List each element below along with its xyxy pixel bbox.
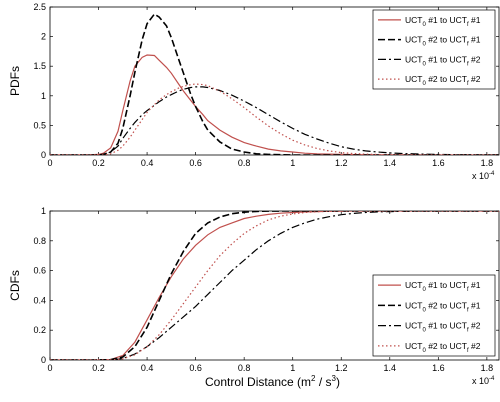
x-tick-label: 1.4 <box>384 158 397 168</box>
x-tick-label: 0.8 <box>238 158 251 168</box>
chart-2: 0 0.2 0.4 0.6 0.8 1 1.2 1.4 1.6 1.8 0 0.2 0.4 0.6 0.8 1… <box>8 206 500 389</box>
x-axis-label-sup: 3 <box>332 374 337 383</box>
y-axis-label: CDFs <box>8 270 22 301</box>
x-multiplier-exponent: -4 <box>489 171 495 177</box>
legend-label-3: UCT0 #1 to UCTf #2 <box>405 321 481 334</box>
series-line-2 <box>50 13 499 155</box>
legend-label-1: UCT0 #1 to UCTf #1 <box>405 15 481 28</box>
x-axis-label-mid: / s <box>316 375 332 389</box>
legend-label-3: UCT0 #1 to UCTf #2 <box>405 54 481 67</box>
x-multiplier: x 10-4 <box>472 171 495 181</box>
x-multiplier: x 10-4 <box>472 376 495 386</box>
y-tick-label: 1 <box>41 206 46 216</box>
y-tick-label: 0.4 <box>33 295 46 305</box>
x-tick-label: 0.2 <box>92 363 105 373</box>
y-tick-label: 2.5 <box>33 2 46 12</box>
series-line-4 <box>50 211 499 360</box>
legend-label-2: UCT0 #2 to UCTf #1 <box>405 300 481 313</box>
x-tick-label: 1.8 <box>481 363 494 373</box>
x-tick-label: 0.6 <box>189 363 202 373</box>
y-tick-label: 0.5 <box>33 120 46 130</box>
x-axis-label-sup: 2 <box>311 374 316 383</box>
legend-label-4: UCT0 #2 to UCTf #2 <box>405 341 481 354</box>
y-tick-label: 1.5 <box>33 61 46 71</box>
series-line-3 <box>50 86 499 155</box>
x-tick-label: 1.8 <box>481 158 494 168</box>
x-multiplier-exponent: -4 <box>489 376 495 382</box>
legend-label-2: UCT0 #2 to UCTf #1 <box>405 35 481 48</box>
legend: UCT0 #1 to UCTf #1 UCT0 #2 to UCTf #1 UCT0… <box>372 274 496 357</box>
y-tick-label: 0 <box>41 150 46 160</box>
chart-1: 0 0.2 0.4 0.6 0.8 1 1.2 1.4 1.6 1.8 0 0.5 1 1.5 2 2.5 x … <box>8 2 500 181</box>
x-axis-label: Control Distance (m2 / s3) <box>205 374 340 389</box>
x-tick-label: 0.6 <box>189 158 202 168</box>
x-tick-label: 0.2 <box>92 158 105 168</box>
series-line-2 <box>50 211 499 360</box>
legend-box <box>372 9 496 90</box>
x-tick-label: 1 <box>290 158 295 168</box>
y-tick-label: 2 <box>41 32 46 42</box>
x-tick-label: 0.4 <box>141 158 154 168</box>
x-tick-label: 1.6 <box>432 363 445 373</box>
y-tick-label: 0.8 <box>33 236 46 246</box>
legend-box <box>372 274 496 357</box>
y-tick-label: 0.2 <box>33 325 46 335</box>
x-tick-label: 1.6 <box>432 158 445 168</box>
x-tick-label: 0.8 <box>238 363 251 373</box>
x-axis-label-end: ) <box>336 375 340 389</box>
x-tick-label: 0 <box>47 158 52 168</box>
x-tick-label: 0 <box>47 363 52 373</box>
y-tick-label: 0.6 <box>33 266 46 276</box>
y-axis-label: PDFs <box>8 66 22 96</box>
legend-label-1: UCT0 #1 to UCTf #1 <box>405 280 481 293</box>
legend: UCT0 #1 to UCTf #1 UCT0 #2 to UCTf #1 UCT0… <box>372 9 496 90</box>
y-tick-label: 0 <box>41 355 46 365</box>
x-tick-label: 0.4 <box>141 363 154 373</box>
legend-label-4: UCT0 #2 to UCTf #2 <box>405 74 481 87</box>
x-tick-label: 1.2 <box>335 158 348 168</box>
series-line-4 <box>50 83 499 155</box>
x-tick-label: 1.4 <box>384 363 397 373</box>
y-tick-label: 1 <box>41 91 46 101</box>
series-line-1 <box>50 211 499 360</box>
x-tick-label: 1 <box>290 363 295 373</box>
x-axis-label-main: Control Distance (m <box>205 375 311 389</box>
x-tick-label: 1.2 <box>335 363 348 373</box>
